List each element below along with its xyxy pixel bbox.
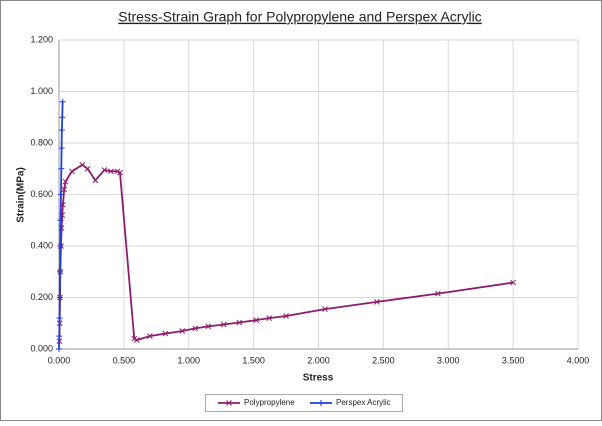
marker — [57, 217, 64, 224]
marker — [283, 313, 289, 319]
marker — [117, 169, 123, 176]
x-tick-label: 0.500 — [113, 355, 136, 365]
legend-label: Perspex Acrylic — [336, 398, 391, 407]
marker — [146, 333, 153, 339]
x-axis-label: Stress — [303, 373, 334, 384]
chart-title: Stress-Strain Graph for Polypropylene an… — [118, 9, 481, 25]
marker — [61, 186, 68, 193]
x-tick-label: 2.000 — [307, 355, 330, 365]
marker — [69, 168, 75, 175]
marker — [59, 114, 66, 121]
marker — [220, 321, 227, 328]
marker — [236, 319, 243, 326]
y-tick-label: 1.000 — [30, 86, 53, 96]
y-axis-label: Strain(MPa) — [16, 167, 27, 223]
marker — [57, 243, 64, 249]
x-tick-label: 1.500 — [242, 355, 265, 365]
marker — [101, 167, 108, 173]
marker — [108, 168, 114, 175]
marker — [59, 98, 66, 105]
marker — [435, 290, 441, 297]
x-tick-label: 1.000 — [177, 355, 200, 365]
marker — [58, 127, 65, 134]
marker — [510, 279, 516, 286]
y-tick-label: 0.400 — [30, 240, 53, 250]
marker — [192, 325, 199, 332]
marker — [162, 330, 169, 337]
marker — [266, 315, 273, 321]
marker — [58, 165, 65, 172]
x-tick-label: 0.000 — [48, 355, 71, 365]
y-tick-label: 0.200 — [30, 292, 53, 302]
x-tick-label: 3.000 — [437, 355, 460, 365]
marker — [226, 400, 232, 406]
marker — [84, 165, 91, 172]
y-tick-label: 0.000 — [30, 343, 53, 353]
legend-box — [205, 394, 403, 412]
marker — [58, 145, 65, 152]
marker — [133, 337, 140, 343]
marker — [253, 317, 260, 324]
x-tick-label: 4.000 — [567, 355, 590, 365]
x-tick-label: 3.500 — [502, 355, 525, 365]
marker — [92, 177, 99, 184]
legend-label: Polypropylene — [244, 398, 295, 407]
marker — [56, 333, 63, 340]
x-tick-label: 2.500 — [372, 355, 395, 365]
marker — [79, 162, 86, 168]
marker — [57, 268, 64, 275]
y-tick-label: 0.800 — [30, 137, 53, 147]
marker — [56, 294, 63, 301]
marker — [179, 328, 186, 334]
marker — [62, 178, 69, 185]
marker — [57, 191, 64, 198]
marker — [322, 306, 328, 312]
marker — [56, 315, 63, 322]
y-tick-label: 0.600 — [30, 189, 53, 199]
marker — [56, 346, 62, 352]
marker — [205, 323, 212, 330]
y-tick-label: 1.200 — [30, 34, 53, 44]
marker — [318, 400, 324, 406]
marker — [374, 299, 380, 305]
